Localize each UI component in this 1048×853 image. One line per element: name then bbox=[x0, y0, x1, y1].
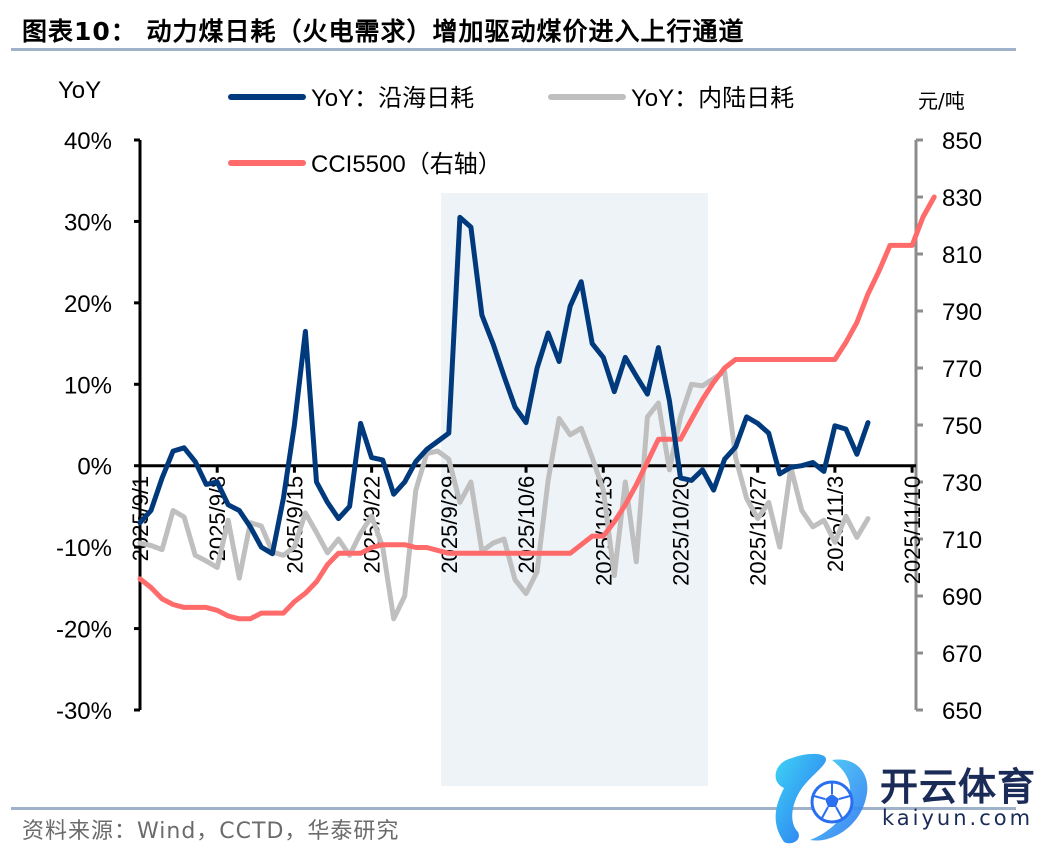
right-axis-tick-label: 750 bbox=[942, 413, 982, 440]
right-axis-tick-label: 810 bbox=[942, 242, 982, 269]
right-axis-tick-label: 790 bbox=[942, 299, 982, 326]
watermark-text-en: kaiyun.com bbox=[882, 806, 1034, 830]
watermark-text-cn: 开云体育 bbox=[880, 765, 1037, 809]
legend: YoY：沿海日耗 YoY：内陆日耗 CCI5500（右轴） bbox=[228, 85, 794, 178]
legend-item-inland: YoY：内陆日耗 bbox=[548, 85, 794, 112]
watermark-logo: 开云体育 kaiyun.com bbox=[762, 752, 1042, 848]
left-axis-tick-label: 30% bbox=[64, 209, 112, 236]
legend-item-coastal: YoY：沿海日耗 bbox=[228, 85, 474, 112]
right-y-axis: 850 830 810 790 770 750 730 710 690 670 650 bbox=[914, 128, 982, 725]
right-axis-tick-label: 730 bbox=[942, 470, 982, 497]
source-note: 资料来源：Wind，CCTD，华泰研究 bbox=[22, 819, 400, 844]
legend-label-cci5500: CCI5500（右轴） bbox=[311, 151, 502, 178]
legend-label-inland: YoY：内陆日耗 bbox=[631, 85, 794, 112]
legend-label-coastal: YoY：沿海日耗 bbox=[311, 85, 474, 112]
left-axis-tick-label: -30% bbox=[56, 698, 112, 725]
left-axis-title: YoY bbox=[58, 77, 101, 104]
left-axis-tick-label: -20% bbox=[56, 617, 112, 644]
x-axis-tick-label: 2025/9/8 bbox=[205, 476, 230, 562]
legend-item-cci5500: CCI5500（右轴） bbox=[228, 151, 502, 178]
x-axis-tick-label: 2025/10/20 bbox=[668, 476, 693, 586]
soccer-ball-logo-icon bbox=[775, 753, 868, 844]
right-axis-tick-label: 830 bbox=[942, 185, 982, 212]
left-axis-tick-label: 10% bbox=[64, 372, 112, 399]
series-line-cci5500 bbox=[137, 194, 937, 622]
title-divider bbox=[11, 48, 1016, 51]
right-axis-tick-label: 690 bbox=[942, 584, 982, 611]
right-axis-tick-label: 850 bbox=[942, 128, 982, 155]
right-axis-title: 元/吨 bbox=[918, 89, 965, 113]
left-y-axis: 40% 30% 20% 10% 0% -10% -20% -30% bbox=[56, 128, 142, 725]
x-axis-tick-label: 2025/10/6 bbox=[514, 476, 539, 574]
right-axis-tick-label: 710 bbox=[942, 527, 982, 554]
footer-divider bbox=[11, 807, 1016, 810]
left-axis-tick-label: -10% bbox=[56, 535, 112, 562]
x-axis: 2025/9/1 2025/9/8 2025/9/15 2025/9/22 2025/9… bbox=[128, 464, 925, 586]
right-axis-tick-label: 770 bbox=[942, 356, 982, 383]
x-axis-tick-label: 2025/11/10 bbox=[900, 476, 925, 584]
left-axis-tick-label: 20% bbox=[64, 291, 112, 318]
series-line-inland bbox=[137, 368, 871, 622]
x-axis-tick-label: 2025/10/27 bbox=[746, 476, 771, 586]
chart-title: 图表10： 动力煤日耗（火电需求）增加驱动煤价进入上行通道 bbox=[22, 17, 745, 46]
right-axis-tick-label: 670 bbox=[942, 641, 982, 668]
series-line-coastal bbox=[137, 214, 871, 557]
right-axis-tick-label: 650 bbox=[942, 698, 982, 725]
left-axis-tick-label: 0% bbox=[77, 454, 112, 481]
left-axis-tick-label: 40% bbox=[64, 128, 112, 155]
